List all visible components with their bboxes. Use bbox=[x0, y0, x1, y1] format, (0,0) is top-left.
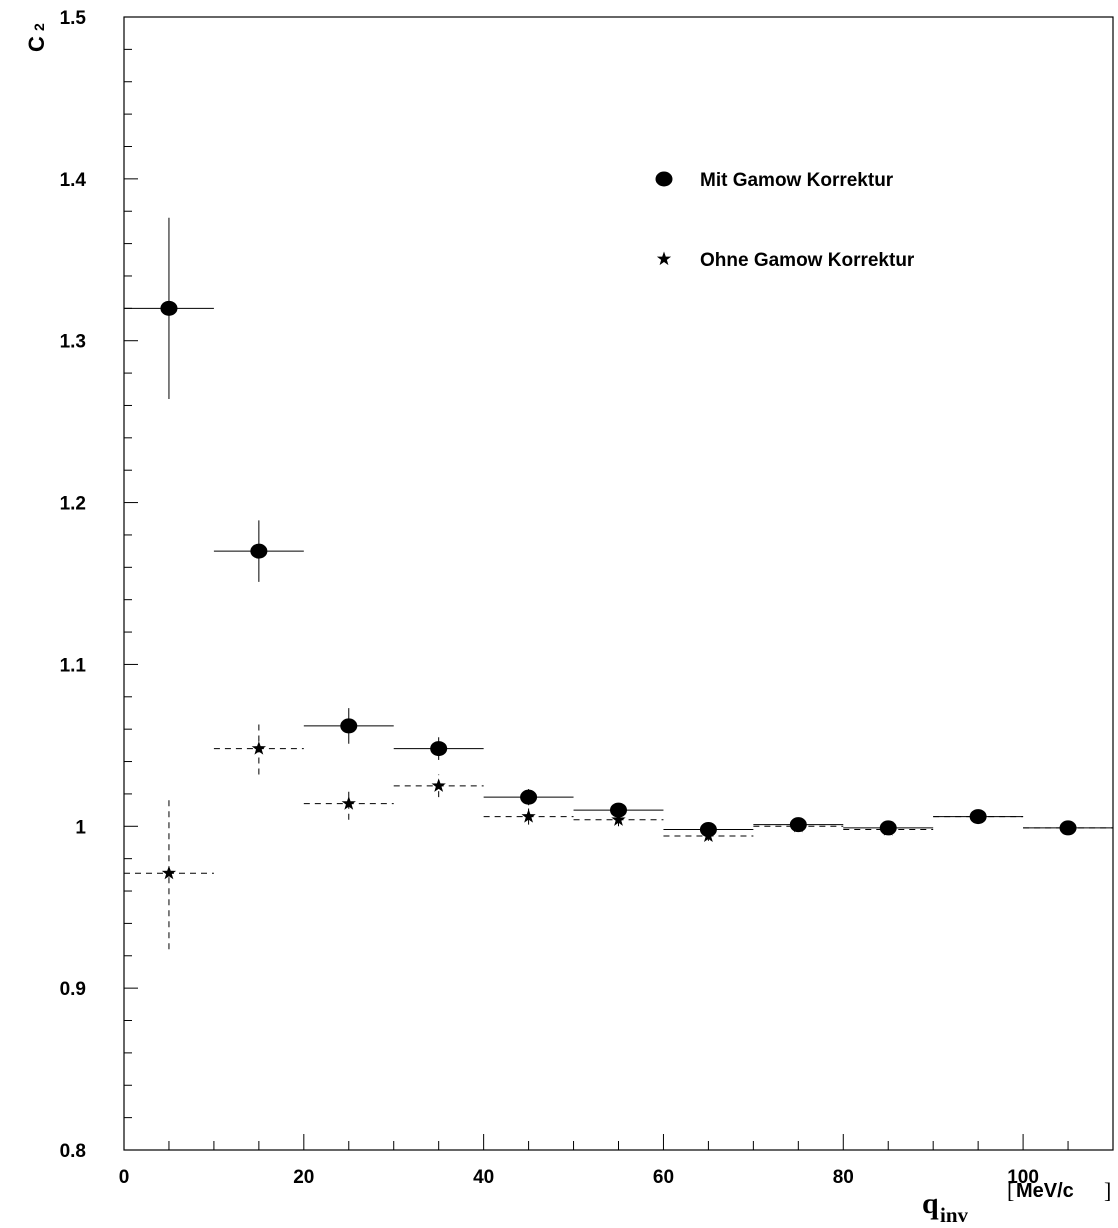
y-tick-label: 0.9 bbox=[60, 979, 86, 1000]
series-mit-gamow bbox=[124, 217, 1113, 838]
data-point-star bbox=[251, 741, 266, 755]
x-axis-unit-close: ] bbox=[1104, 1178, 1111, 1203]
data-point-star bbox=[341, 796, 356, 810]
x-tick-label: 40 bbox=[473, 1167, 494, 1188]
y-tick-label: 1.1 bbox=[60, 655, 87, 676]
legend-marker-circle bbox=[655, 171, 673, 187]
x-axis-title-sub: inv bbox=[940, 1203, 969, 1227]
x-tick-label: 20 bbox=[293, 1167, 314, 1188]
data-point-circle bbox=[520, 789, 538, 805]
x-axis-unit-open: [ bbox=[1007, 1178, 1014, 1203]
y-tick-label: 0.8 bbox=[60, 1141, 86, 1162]
data-point-star bbox=[971, 809, 986, 823]
y-tick-label: 1.2 bbox=[60, 494, 86, 515]
data-point-star bbox=[701, 828, 716, 843]
data-point-circle bbox=[610, 802, 627, 818]
data-point-star bbox=[611, 812, 626, 826]
data-point-star bbox=[1060, 820, 1076, 834]
y-tick-label: 1.5 bbox=[60, 8, 87, 29]
y-tick-label: 1 bbox=[75, 817, 86, 838]
data-point-circle bbox=[340, 718, 358, 734]
y-axis-title-sub: 2 bbox=[31, 23, 47, 31]
data-point-star bbox=[521, 809, 536, 823]
data-point-star bbox=[161, 865, 177, 880]
data-point-circle bbox=[430, 741, 448, 757]
y-axis-title: C 2 bbox=[24, 23, 49, 52]
series-layer bbox=[124, 217, 1113, 950]
data-point-star bbox=[881, 822, 896, 836]
y-tick-label: 1.4 bbox=[60, 170, 87, 191]
y-axis-title-main: C bbox=[24, 36, 49, 52]
legend-label: Ohne Gamow Korrektur bbox=[700, 250, 915, 271]
x-axis-title-main: q bbox=[922, 1187, 939, 1220]
x-tick-label: 60 bbox=[653, 1167, 674, 1188]
x-axis-title: q inv [ MeV/c ] bbox=[922, 1178, 1111, 1227]
series-ohne-gamow bbox=[124, 722, 1113, 950]
data-point-star bbox=[431, 778, 446, 792]
x-tick-label: 100 bbox=[1007, 1167, 1039, 1188]
x-tick-label: 0 bbox=[119, 1167, 130, 1188]
x-tick-label: 80 bbox=[833, 1167, 854, 1188]
legend-label: Mit Gamow Korrektur bbox=[700, 170, 894, 191]
data-point-star bbox=[791, 818, 806, 833]
plot-frame bbox=[123, 16, 1114, 1151]
legend: Mit Gamow Korrektur Ohne Gamow Korrektur bbox=[655, 170, 915, 271]
y-tick-label: 1.3 bbox=[60, 332, 86, 353]
axes: 0.8 0.9 1 1.1 1.2 1.3 1.4 1.5 0 20 40 60 80 100 bbox=[60, 8, 1114, 1188]
data-point-circle bbox=[250, 543, 268, 559]
legend-item: Ohne Gamow Korrektur bbox=[656, 250, 915, 271]
data-point-circle bbox=[160, 300, 178, 316]
legend-marker-star bbox=[656, 251, 672, 266]
legend-item: Mit Gamow Korrektur bbox=[655, 170, 894, 191]
x-axis-unit: MeV/c bbox=[1016, 1180, 1074, 1202]
